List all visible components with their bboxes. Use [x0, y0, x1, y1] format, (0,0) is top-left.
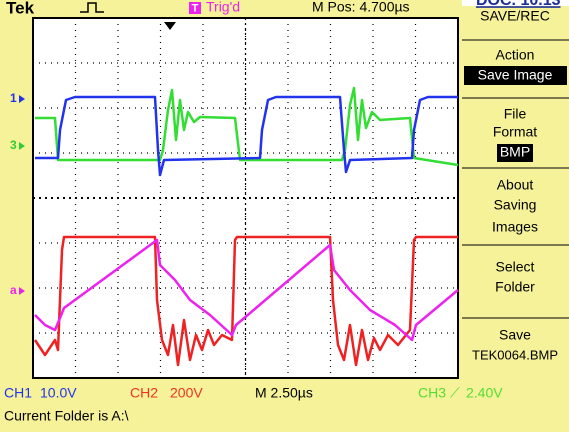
ch1-name: CH1 — [4, 385, 32, 401]
timebase: M 2.50µs — [255, 385, 313, 401]
ch1-marker: 1 — [10, 91, 17, 105]
ch2-scale: 200V — [170, 385, 203, 401]
trigger-badge-text: T — [192, 2, 199, 14]
ch3-level: 2.40V — [466, 385, 503, 401]
ch3-slope: ⟋ — [450, 385, 460, 401]
brand: Tek — [6, 0, 35, 17]
menu-label: Images — [492, 219, 538, 235]
menu-item[interactable]: About Saving Images — [492, 177, 538, 235]
menu-label: Format — [493, 124, 537, 140]
position: M Pos: 4.700µs — [312, 0, 410, 15]
menu-label: Action — [496, 47, 535, 63]
ch1-scale: 10.0V — [40, 385, 77, 401]
menu-label: About — [497, 177, 534, 193]
folder-message: Current Folder is A:\ — [4, 408, 129, 424]
menu-label: Saving — [494, 197, 537, 213]
ch3-marker: 3 — [10, 138, 17, 152]
menu-label: Folder — [495, 279, 535, 295]
menu-label: File — [504, 106, 527, 122]
ch3-name: CH3 — [418, 385, 446, 401]
trigger-status: Trig'd — [206, 0, 240, 15]
menu-value: BMP — [500, 144, 530, 160]
menu-value: Save Image — [478, 67, 553, 83]
ch2-name: CH2 — [130, 385, 158, 401]
math-marker: a — [10, 283, 17, 297]
menu-label: Save — [499, 327, 531, 343]
scope-screen: Tek T Trig'd M Pos: 4.700µs DOC. 10.13 1… — [0, 0, 569, 432]
menu-value: TEK0064.BMP — [472, 347, 558, 362]
menu-title: SAVE/REC — [480, 8, 550, 24]
menu-label: Select — [496, 259, 535, 275]
